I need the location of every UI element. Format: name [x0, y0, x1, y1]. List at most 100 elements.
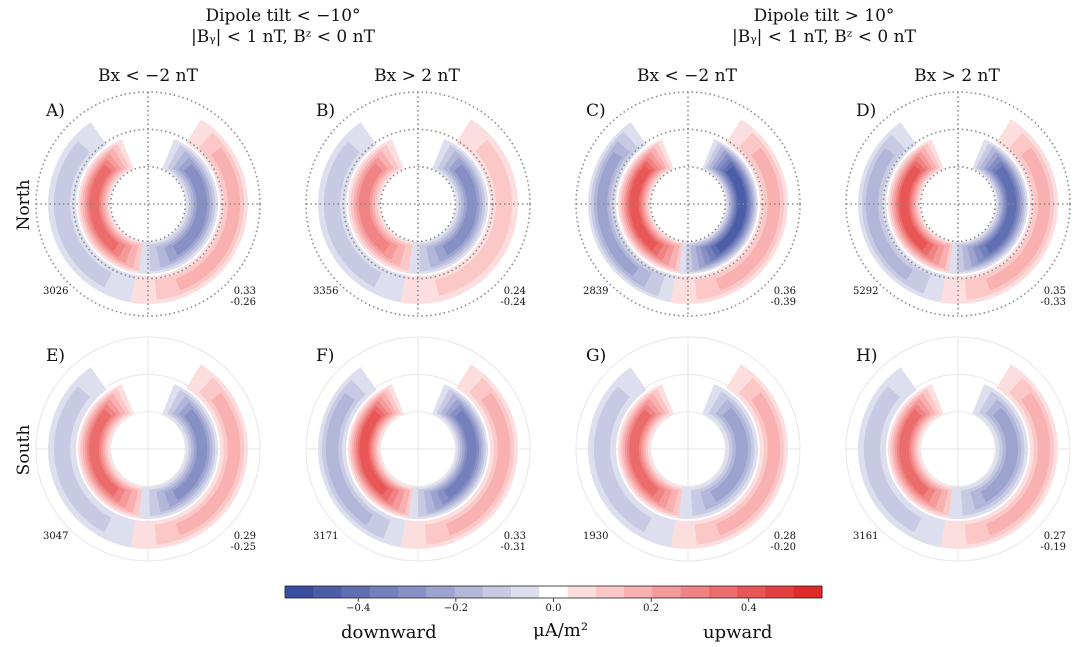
colorbar-segment	[511, 586, 540, 598]
sample-count: 3161	[853, 531, 879, 542]
group-title-line2: |Bᵧ| < 1 nT, Bᶻ < 0 nT	[191, 27, 375, 47]
sample-count: 1930	[583, 531, 609, 542]
max-value: 0.24	[503, 286, 526, 297]
group-title-positive-tilt: Dipole tilt > 10° |Bᵧ| < 1 nT, Bᶻ < 0 nT	[664, 6, 984, 48]
max-value: 0.29	[233, 531, 256, 542]
max-value: 0.28	[773, 531, 796, 542]
colorbar-segment	[313, 586, 343, 598]
current-contour	[715, 166, 747, 253]
current-contour	[985, 392, 1051, 536]
current-contour	[435, 140, 513, 296]
current-contour	[710, 407, 748, 502]
colorbar-segment	[708, 586, 738, 598]
current-contour	[629, 409, 659, 497]
colorbar-segment	[341, 586, 371, 598]
colorbar-segment	[285, 586, 314, 598]
colorbar-segment	[482, 586, 512, 598]
column-title-1: Bx < −2 nT	[98, 66, 198, 86]
min-value: -0.26	[230, 297, 256, 308]
max-min-values: 0.28 -0.20	[756, 531, 796, 553]
polar-panel-f	[305, 336, 531, 562]
min-value: -0.25	[230, 542, 256, 553]
max-value: 0.27	[1043, 531, 1066, 542]
group-title-line1: Dipole tilt < −10°	[205, 6, 361, 26]
max-min-values: 0.27 -0.19	[1026, 531, 1066, 553]
max-min-values: 0.35 -0.33	[1026, 286, 1066, 308]
colorbar-segment	[737, 586, 766, 598]
panel-letter: E)	[46, 346, 66, 366]
colorbar-tick-label: −0.2	[443, 603, 468, 614]
panel-letter: G)	[586, 346, 607, 366]
panel-letter: D)	[856, 101, 877, 121]
polar-panel-e	[35, 336, 261, 562]
max-min-values: 0.29 -0.25	[216, 531, 256, 553]
current-contour	[443, 410, 477, 499]
current-contour	[358, 163, 391, 253]
polar-panel-a	[35, 91, 261, 317]
current-contour	[442, 163, 478, 256]
max-value: 0.35	[1043, 286, 1066, 297]
panel-letter: F)	[316, 346, 335, 366]
max-min-values: 0.24 -0.24	[486, 286, 526, 308]
colorbar-segment	[539, 586, 569, 598]
min-value: -0.24	[500, 297, 526, 308]
group-title-negative-tilt: Dipole tilt < −10° |Bᵧ| < 1 nT, Bᶻ < 0 n…	[123, 6, 443, 48]
colorbar-segment	[765, 586, 795, 598]
polar-panel-c	[575, 91, 801, 317]
current-contour	[715, 392, 781, 536]
group-title-line2: |Bᵧ| < 1 nT, Bᶻ < 0 nT	[732, 27, 916, 47]
colorbar-label-upward: upward	[703, 622, 773, 643]
panel-letter: A)	[46, 101, 65, 121]
current-contour	[863, 386, 922, 533]
current-contour	[899, 165, 928, 251]
current-contour	[323, 141, 382, 288]
max-value: 0.36	[773, 286, 796, 297]
polar-panel-b	[305, 91, 531, 317]
current-contour	[89, 164, 119, 252]
colorbar-segment	[398, 586, 427, 598]
sample-count: 3047	[43, 531, 69, 542]
max-min-values: 0.33 -0.26	[216, 286, 256, 308]
max-value: 0.33	[503, 531, 526, 542]
colorbar-segment	[454, 586, 484, 598]
polar-panel-h	[845, 336, 1071, 562]
current-contour	[899, 409, 929, 497]
polar-panel-g	[575, 336, 801, 562]
current-contour	[172, 163, 208, 256]
colorbar-segment	[567, 586, 597, 598]
current-contour	[593, 386, 652, 533]
min-value: -0.31	[500, 542, 526, 553]
min-value: -0.20	[770, 542, 796, 553]
colorbar-tick-label: 0.4	[740, 603, 757, 614]
current-contour	[53, 141, 112, 288]
max-value: 0.33	[233, 286, 256, 297]
current-contour	[53, 386, 112, 533]
sample-count: 3026	[43, 286, 69, 297]
current-contour	[985, 147, 1051, 291]
min-value: -0.33	[1040, 297, 1066, 308]
current-contour	[175, 392, 241, 536]
colorbar-tick-label: 0.0	[545, 603, 562, 614]
current-contour	[984, 165, 1017, 254]
current-contour	[865, 147, 914, 281]
panel-letter: B)	[316, 101, 336, 121]
current-contour	[715, 147, 781, 291]
colorbar-label-unit: μA/m²	[533, 620, 589, 641]
current-contour	[172, 408, 208, 501]
current-contour	[445, 392, 511, 536]
group-title-line1: Dipole tilt > 10°	[753, 6, 895, 26]
column-title-2: Bx > 2 nT	[374, 66, 460, 86]
colorbar-tick-label: −0.4	[346, 603, 371, 614]
colorbar-segment	[624, 586, 653, 598]
polar-panel-d	[845, 91, 1071, 317]
colorbar-tick-label: 0.2	[643, 603, 660, 614]
colorbar-segment	[369, 586, 399, 598]
sample-count: 3356	[313, 286, 339, 297]
max-min-values: 0.33 -0.31	[486, 531, 526, 553]
colorbar-label-downward: downward	[341, 622, 437, 643]
colorbar-segment	[652, 586, 682, 598]
sample-count: 5292	[853, 286, 879, 297]
sample-count: 2839	[583, 286, 609, 297]
panel-letter: C)	[586, 101, 606, 121]
column-title-3: Bx < −2 nT	[637, 66, 737, 86]
